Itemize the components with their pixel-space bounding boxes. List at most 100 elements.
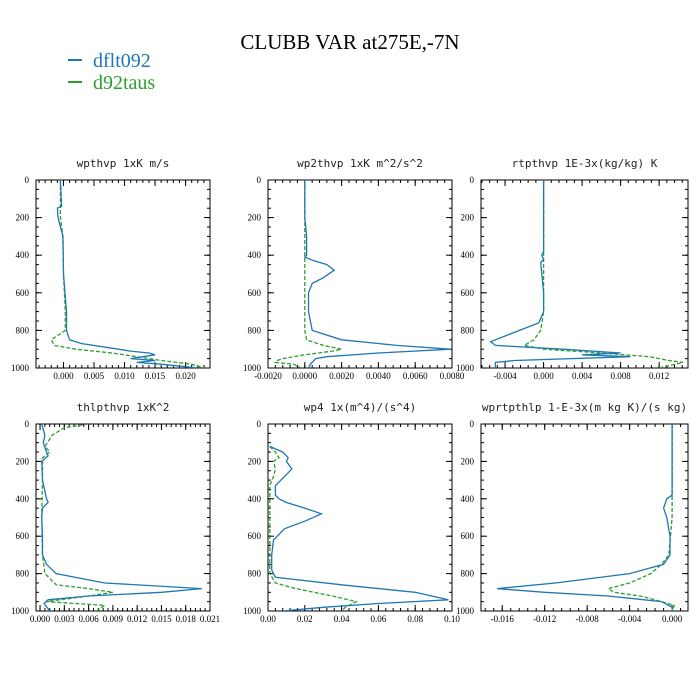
chart-panel-1: wpthvp 1xK m/s 0 200 400 600 800 1000 0.000 0.00… bbox=[11, 157, 211, 381]
y-tick-label: 200 bbox=[248, 456, 262, 466]
x-tick-label: 0.012 bbox=[127, 614, 147, 624]
y-tick-label: 400 bbox=[461, 250, 475, 260]
x-tick-label: 0.00 bbox=[260, 614, 276, 624]
y-tick-label: 0 bbox=[257, 175, 262, 185]
y-tick-label: 200 bbox=[16, 213, 30, 223]
y-tick-label: 600 bbox=[248, 288, 262, 298]
y-tick-label: 600 bbox=[461, 288, 475, 298]
panel-title: thlpthvp 1xK^2 bbox=[77, 401, 170, 414]
x-tick-label: 0.0020 bbox=[329, 371, 354, 381]
y-tick-label: 800 bbox=[16, 569, 30, 579]
x-tick-label: -0.012 bbox=[533, 614, 556, 624]
series-line-dflt092 bbox=[41, 424, 202, 611]
series-line-dflt092 bbox=[303, 180, 451, 368]
series-line-dflt092 bbox=[269, 445, 449, 611]
x-tick-label: 0.008 bbox=[610, 371, 631, 381]
series-line-d92taus bbox=[606, 424, 676, 611]
y-tick-label: 800 bbox=[248, 325, 262, 335]
plot-frame bbox=[480, 179, 689, 369]
x-tick-label: 0.0060 bbox=[403, 371, 428, 381]
y-tick-label: 800 bbox=[461, 569, 475, 579]
legend-entry-d92taus: d92taus bbox=[68, 72, 155, 94]
y-tick-label: 800 bbox=[248, 569, 262, 579]
plot-frame bbox=[267, 423, 453, 612]
y-tick-label: 0 bbox=[470, 419, 475, 429]
page-title: CLUBB VAR at275E,-7N bbox=[240, 30, 460, 54]
plot-frame bbox=[480, 423, 689, 612]
panel-title: wp4 1x(m^4)/(s^4) bbox=[304, 401, 417, 414]
x-tick-label: 0.02 bbox=[297, 614, 313, 624]
chart-panel-6: wprtpthlp 1-E-3x(m kg K)/(s kg) 0 200 400 60… bbox=[456, 401, 689, 624]
panel-title: rtpthvp 1E-3x(kg/kg) K bbox=[512, 157, 658, 170]
x-tick-label: 0.04 bbox=[334, 614, 350, 624]
x-tick-label: -0.008 bbox=[576, 614, 600, 624]
y-tick-label: 600 bbox=[16, 531, 30, 541]
x-tick-label: 0.006 bbox=[78, 614, 99, 624]
y-tick-label: 600 bbox=[16, 288, 30, 298]
y-tick-label: 200 bbox=[16, 456, 30, 466]
x-tick-label: 0.0040 bbox=[366, 371, 391, 381]
x-tick-label: 0.018 bbox=[176, 614, 197, 624]
series-line-d92taus bbox=[274, 180, 342, 368]
x-tick-label: -0.0020 bbox=[254, 371, 282, 381]
legend-entry-dflt092: dflt092 bbox=[68, 50, 151, 72]
series-line-d92taus bbox=[522, 180, 684, 368]
x-tick-label: 0.000 bbox=[53, 371, 74, 381]
y-tick-label: 1000 bbox=[11, 606, 30, 616]
x-tick-label: 0.003 bbox=[54, 614, 75, 624]
y-tick-label: 0 bbox=[25, 419, 30, 429]
y-tick-label: 0 bbox=[25, 175, 30, 185]
x-tick-label: 0.010 bbox=[114, 371, 135, 381]
x-tick-label: 0.015 bbox=[145, 371, 166, 381]
y-tick-label: 1000 bbox=[456, 606, 475, 616]
y-tick-label: 1000 bbox=[456, 363, 475, 373]
plot-frame bbox=[35, 423, 211, 612]
x-tick-label: 0.0080 bbox=[440, 371, 465, 381]
panel-title: wpthvp 1xK m/s bbox=[77, 157, 170, 170]
legend-line-icon bbox=[68, 59, 82, 62]
x-tick-label: 0.0000 bbox=[292, 371, 317, 381]
x-tick-label: 0.10 bbox=[444, 614, 460, 624]
y-tick-label: 400 bbox=[461, 494, 475, 504]
plot-frame bbox=[35, 179, 211, 369]
y-tick-label: 400 bbox=[16, 494, 30, 504]
x-tick-label: 0.020 bbox=[175, 371, 196, 381]
y-tick-label: 200 bbox=[461, 456, 475, 466]
legend-line-icon bbox=[68, 81, 82, 84]
x-tick-label: 0.015 bbox=[151, 614, 172, 624]
y-tick-label: 1000 bbox=[243, 606, 262, 616]
y-tick-label: 200 bbox=[461, 213, 475, 223]
x-tick-label: 0.000 bbox=[662, 614, 683, 624]
chart-panel-2: wp2thvp 1xK m^2/s^2 0 200 400 600 800 1000-0.0… bbox=[243, 157, 465, 381]
y-tick-label: 1000 bbox=[243, 363, 262, 373]
y-tick-label: 600 bbox=[248, 531, 262, 541]
x-tick-label: -0.004 bbox=[618, 614, 642, 624]
x-tick-label: 0.004 bbox=[572, 371, 593, 381]
y-tick-label: 800 bbox=[461, 325, 475, 335]
series-line-dflt092 bbox=[496, 424, 673, 611]
x-tick-label: 0.000 bbox=[30, 614, 51, 624]
series-line-d92taus bbox=[50, 180, 205, 368]
y-tick-label: 1000 bbox=[11, 363, 30, 373]
x-tick-label: 0.08 bbox=[407, 614, 423, 624]
x-tick-label: -0.004 bbox=[493, 371, 517, 381]
y-tick-label: 200 bbox=[248, 213, 262, 223]
y-tick-label: 400 bbox=[248, 250, 262, 260]
x-tick-label: 0.005 bbox=[84, 371, 105, 381]
y-tick-label: 0 bbox=[257, 419, 262, 429]
y-tick-label: 0 bbox=[470, 175, 475, 185]
plot-frame bbox=[267, 179, 453, 369]
y-tick-label: 800 bbox=[16, 325, 30, 335]
y-tick-label: 600 bbox=[461, 531, 475, 541]
x-tick-label: -0.016 bbox=[491, 614, 515, 624]
panel-title: wp2thvp 1xK m^2/s^2 bbox=[297, 157, 423, 170]
panel-title: wprtpthlp 1-E-3x(m kg K)/(s kg) bbox=[482, 401, 687, 414]
series-line-d92taus bbox=[269, 445, 359, 611]
legend-label: dflt092 bbox=[93, 50, 151, 72]
y-tick-label: 400 bbox=[248, 494, 262, 504]
x-tick-label: 0.000 bbox=[533, 371, 554, 381]
x-tick-label: 0.012 bbox=[649, 371, 669, 381]
